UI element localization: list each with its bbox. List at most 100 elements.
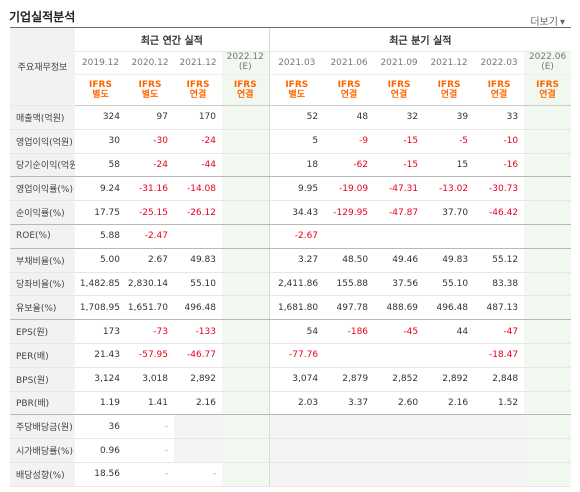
table-cell	[524, 295, 572, 321]
period-date: 2019.12	[81, 58, 120, 68]
table-cell: 39	[424, 105, 475, 130]
table-cell: -44	[174, 153, 222, 178]
period-date: 2021.12	[179, 58, 217, 68]
period-header: 2021.09	[374, 51, 425, 75]
more-link[interactable]: 더보기 ▾	[530, 13, 565, 28]
table-cell	[222, 200, 270, 225]
table-cell: 2,830.14	[126, 272, 174, 297]
table-cell	[174, 414, 222, 440]
table-cell	[324, 414, 375, 440]
accounting-type: IFRS 별도	[268, 74, 325, 106]
table-cell	[524, 176, 572, 202]
table-cell: 2.16	[424, 391, 475, 416]
row-label: 시가배당률(%)	[10, 438, 75, 463]
row-label: 배당성향(%)	[10, 462, 75, 487]
table-cell: -62	[324, 153, 375, 178]
table-cell: -46.77	[174, 343, 222, 368]
period-date: 2021.12	[430, 58, 468, 68]
row-label: 당좌비율(%)	[10, 272, 75, 297]
table-cell	[424, 343, 475, 368]
accounting-type: IFRS 연결	[324, 74, 375, 106]
table-cell	[374, 438, 425, 463]
accounting-basis: 연결	[236, 90, 254, 100]
table-row: PER(배) 21.43 -57.95 -46.77 -77.76 -18.47	[10, 343, 572, 368]
table-row: 배당성향(%) 18.56- -	[10, 462, 572, 487]
corner-label: 주요재무정보	[10, 27, 75, 106]
table-cell	[222, 129, 270, 154]
table-row: 매출액(억원) 324 97 170 52 48 32 39 33	[10, 105, 572, 130]
financial-table: 주요재무정보 최근 연간 실적 최근 분기 실적 2019.12 2020.12 2…	[10, 27, 572, 487]
table-cell	[474, 438, 525, 463]
table-cell: 2,892	[424, 367, 475, 392]
quarter-group-header: 최근 분기 실적	[268, 27, 572, 52]
table-cell	[524, 272, 572, 297]
table-cell: -45	[374, 319, 425, 344]
table-cell: -30.73	[474, 176, 525, 202]
table-cell	[524, 414, 572, 440]
table-cell: 15	[424, 153, 475, 178]
table-cell	[222, 367, 270, 392]
row-label: 유보율(%)	[10, 295, 75, 321]
period-header: 2020.12	[126, 51, 174, 75]
table-row: 영업이익(억원) 30 -30 -24 5 -9 -15 -5 -10	[10, 129, 572, 154]
table-cell: 324	[75, 105, 126, 130]
accounting-type: IFRS 연결	[174, 74, 222, 106]
table-cell	[524, 391, 572, 416]
table-cell: -57.95	[126, 343, 174, 368]
table-cell: 97	[126, 105, 174, 130]
accounting-basis: 연결	[189, 90, 207, 100]
table-cell: -47	[474, 319, 525, 344]
table-cell: 3,018	[126, 367, 174, 392]
table-cell	[222, 224, 270, 249]
table-cell: 496.48	[424, 295, 475, 321]
period-header: 2022.12 (E)	[222, 51, 270, 75]
row-label: 매출액(억원)	[10, 105, 75, 130]
table-cell: -24	[126, 153, 174, 178]
table-cell: 49.46	[374, 248, 425, 273]
table-cell: 9.24	[75, 176, 126, 202]
accounting-basis: 별도	[92, 90, 109, 100]
table-cell	[374, 343, 425, 368]
accounting-standard: IFRS	[233, 79, 257, 90]
table-cell	[524, 367, 572, 392]
table-cell: 0.96	[75, 438, 126, 463]
table-cell: 1,708.95	[75, 295, 126, 321]
table-cell: 48.50	[324, 248, 375, 273]
table-cell	[222, 176, 270, 202]
accounting-standard: IFRS	[285, 79, 309, 90]
accounting-standard: IFRS	[186, 79, 210, 90]
table-cell: 33	[474, 105, 525, 130]
table-cell	[424, 414, 475, 440]
accounting-basis: 연결	[490, 90, 508, 100]
table-cell: 52	[268, 105, 325, 130]
table-cell: 2.67	[126, 248, 174, 273]
table-cell: -13.02	[424, 176, 475, 202]
table-cell: 173	[75, 319, 126, 344]
table-cell: 83.38	[474, 272, 525, 297]
row-label: 부채비율(%)	[10, 248, 75, 273]
table-cell: -	[174, 462, 222, 487]
table-cell: -2.67	[268, 224, 325, 249]
table-cell: 30	[75, 129, 126, 154]
accounting-type: IFRS 별도	[75, 74, 126, 106]
table-row: 영업이익률(%) 9.24 -31.16 -14.08 9.95 -19.09 -47.31…	[10, 176, 572, 202]
table-row: 당좌비율(%) 1,482.85 2,830.14 55.10 2,411.86 155.…	[10, 272, 572, 297]
more-label: 더보기	[530, 17, 558, 28]
table-cell: -	[126, 462, 174, 487]
period-estimate-mark: (E)	[238, 62, 252, 72]
table-cell	[222, 462, 270, 487]
accounting-standard: IFRS	[138, 79, 162, 90]
table-cell: -47.87	[374, 200, 425, 225]
row-label: BPS(원)	[10, 367, 75, 392]
table-row: 유보율(%) 1,708.95 1,651.70 496.48 1,681.80 497.…	[10, 295, 572, 321]
period-date: 2022.06	[528, 52, 567, 63]
period-estimate-mark: (E)	[541, 62, 554, 72]
table-cell	[222, 248, 270, 273]
accounting-type: IFRS 연결	[222, 74, 270, 106]
table-row: PBR(배) 1.19 1.41 2.16 2.03 3.37 2.60 2.16 1.52	[10, 391, 572, 416]
table-cell: 58	[75, 153, 126, 178]
table-cell	[474, 414, 525, 440]
table-cell: -2.47	[126, 224, 174, 249]
table-cell: 2,411.86	[268, 272, 325, 297]
table-cell: -25.15	[126, 200, 174, 225]
